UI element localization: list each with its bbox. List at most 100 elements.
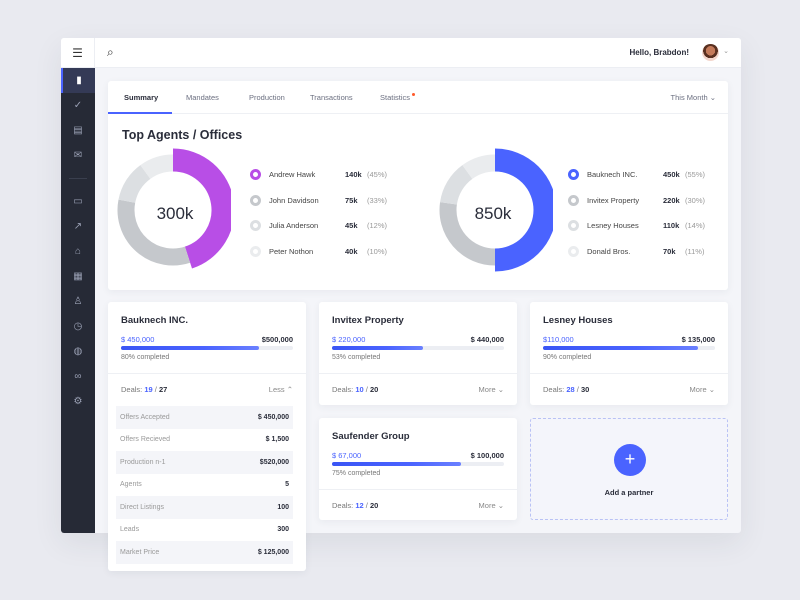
partner-card-bauknech: Bauknech INC. $ 450,000 $500,000 80% com… [108,302,306,571]
partner-name: Invitex Property [332,315,404,326]
deals-total: 20 [369,501,379,510]
partner-name: Saufender Group [332,431,410,442]
partner-card-saufender: Saufender Group $ 67,000 $ 100,000 75% c… [319,418,517,520]
legend-percent: (30%) [685,195,706,205]
legend-name: Lesney Houses [587,221,639,231]
legend-percent: (45%) [367,170,388,180]
target-amount: $ 440,000 [470,335,504,344]
sidebar-item-mail[interactable]: ✉ [73,150,83,161]
sidebar-item-settings[interactable]: ⚙ [73,396,83,407]
partner-card-invitex: Invitex Property $ 220,000 $ 440,000 53%… [319,302,517,405]
detail-value: $ 125,000 [257,548,289,556]
detail-label: Production n-1 [120,458,166,466]
add-partner-card[interactable]: + Add a partner [530,418,728,520]
details-table: Offers Accepted $ 450,000 Offers Recieved $… [116,406,293,564]
deals-done: 19 [144,385,153,394]
legend-item: Andrew Hawk 140k (45%) [250,162,387,188]
deals-count: Deals: 10 / 20 [332,385,379,394]
legend-name: Andrew Hawk [269,170,316,180]
deals-done: 28 [566,385,575,394]
progress-fill [543,346,698,350]
table-row: Leads 300 [116,519,293,542]
progress-bar [332,346,504,350]
tab-bar: Summary Mandates Production Transactions… [108,81,728,114]
tab-transactions[interactable]: Transactions [310,93,353,102]
table-row: Direct Listings 100 [116,496,293,519]
deals-total: 20 [369,385,379,394]
sidebar-item-clock[interactable]: ◷ [73,321,83,332]
legend-value: 70k [663,246,676,256]
sidebar-item-link[interactable]: ∞ [74,371,82,382]
deals-label: Deals: [332,385,354,394]
donut-segment-julia-anderson [118,165,151,204]
deals-label: Deals: [121,385,143,394]
sidebar-item-building[interactable]: ▦ [73,271,83,282]
legend-marker-icon [250,194,261,206]
sidebar-item-house[interactable]: ⌂ [74,246,82,257]
sidebar-item-globe[interactable]: ◍ [73,346,83,357]
tab-statistics-label: Statistics [380,93,411,102]
completion-text: 90% completed [543,354,592,361]
period-select[interactable]: This Month ⌄ [670,93,716,102]
add-partner-button[interactable]: + [614,444,646,476]
detail-label: Direct Listings [120,503,164,511]
more-toggle[interactable]: More ⌄ [689,385,715,394]
table-row: Production n-1 $520,000 [116,451,293,474]
legend-value: 40k [345,246,358,256]
deals-label: Deals: [332,501,354,510]
tab-production[interactable]: Production [249,93,285,102]
tab-summary[interactable]: Summary [124,93,159,102]
search-icon[interactable]: ⌕ [107,45,114,59]
avatar[interactable] [702,44,719,61]
legend-value: 140k [345,170,362,180]
sidebar-item-trend[interactable]: ↗ [73,221,83,232]
sidebar-item-statistics[interactable]: ▮ [61,68,95,93]
sidebar-item-tasks[interactable]: ✓ [73,100,83,111]
offices-legend: Bauknech INC. 450k (55%) Invitex Property 22… [568,162,705,264]
legend-name: Peter Nothon [269,246,314,256]
more-toggle[interactable]: More ⌄ [478,385,504,394]
target-amount: $ 100,000 [470,451,504,460]
completion-text: 80% completed [121,354,170,361]
tab-mandates[interactable]: Mandates [186,93,219,102]
divider [530,373,728,374]
sidebar-item-user[interactable]: ♙ [73,296,83,307]
donut-segment-bauknech-inc- [494,148,553,272]
legend-value: 110k [663,221,680,231]
legend-name: Invitex Property [587,195,640,205]
table-row: Agents 5 [116,474,293,497]
progress-fill [332,346,424,350]
tab-statistics[interactable]: Statistics [380,93,416,102]
legend-value: 450k [663,170,680,180]
detail-value: $ 1,500 [265,436,289,444]
legend-marker-icon [250,169,261,181]
donut-segment-donald-bros- [462,154,496,180]
current-amount: $110,000 [543,335,574,344]
legend-marker-icon [568,194,579,206]
progress-bar [332,462,504,466]
completion-text: 53% completed [332,354,381,361]
legend-marker-icon [568,220,579,232]
menu-icon[interactable]: ☰ [61,38,95,68]
sidebar-item-briefcase[interactable]: ▭ [73,196,83,207]
less-toggle[interactable]: Less ⌃ [268,385,293,394]
progress-fill [121,346,259,350]
deals-total: 27 [158,385,168,394]
deals-done: 10 [355,385,364,394]
detail-label: Market Price [120,548,160,556]
legend-item: Invitex Property 220k (30%) [568,188,705,214]
donut-segment-invitex-property [439,202,496,266]
legend-percent: (12%) [367,221,388,231]
sidebar-item-documents[interactable]: ▤ [73,125,83,136]
deals-label: Deals: [543,385,565,394]
deals-count: Deals: 19 / 27 [121,385,168,394]
donut-segment-peter-nothon [140,154,174,180]
legend-item: Lesney Houses 110k (14%) [568,213,705,239]
more-toggle[interactable]: More ⌄ [478,501,504,510]
notification-dot [412,93,416,96]
add-partner-label: Add a partner [604,488,654,497]
legend-percent: (55%) [685,170,706,180]
section-title: Top Agents / Offices [122,128,243,142]
chevron-down-icon[interactable]: ⌄ [723,48,729,55]
legend-name: John Davidson [269,195,319,205]
